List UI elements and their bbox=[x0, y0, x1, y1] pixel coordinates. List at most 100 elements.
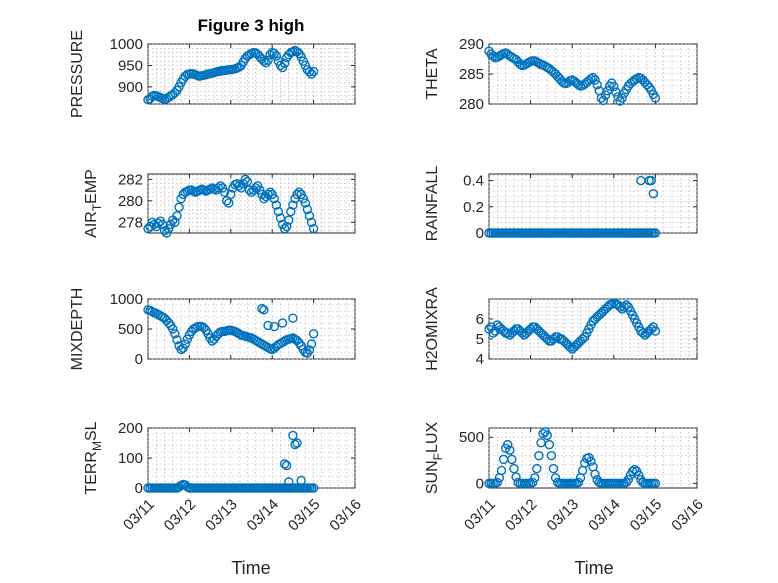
data-point bbox=[517, 328, 527, 338]
data-point bbox=[573, 477, 584, 488]
data-point bbox=[548, 463, 559, 474]
data-point bbox=[590, 75, 600, 85]
data-point bbox=[304, 67, 315, 77]
data-point bbox=[259, 305, 269, 315]
data-point bbox=[269, 321, 279, 332]
data-point bbox=[284, 215, 294, 225]
data-point bbox=[219, 187, 230, 197]
data-point bbox=[598, 95, 609, 106]
data-point bbox=[269, 48, 279, 59]
y-axis-label-tail: SL bbox=[83, 421, 100, 441]
data-point bbox=[292, 189, 302, 200]
data-point bbox=[308, 329, 319, 339]
data-point bbox=[284, 477, 294, 487]
data-point bbox=[623, 474, 634, 485]
data-point bbox=[296, 189, 306, 200]
data-point bbox=[496, 465, 507, 476]
y-tick-label: 290 bbox=[459, 36, 484, 53]
x-axis-label-left: Time bbox=[231, 558, 270, 578]
y-tick-label: 0.2 bbox=[463, 199, 484, 216]
data-point bbox=[265, 50, 275, 60]
subplot-air-temp: 278 280 282 AIRTEMP bbox=[83, 169, 356, 238]
data-point bbox=[253, 181, 263, 191]
data-point bbox=[242, 176, 253, 187]
data-point bbox=[609, 81, 619, 92]
data-point bbox=[172, 335, 182, 345]
data-point bbox=[302, 204, 313, 215]
data-point bbox=[174, 82, 184, 92]
data-point bbox=[174, 202, 184, 212]
data-point bbox=[308, 483, 319, 493]
data-point bbox=[176, 193, 186, 204]
subplot-h2omixra: 4 5 6 H2OMIXRA bbox=[424, 287, 698, 371]
data-point bbox=[263, 189, 273, 200]
data-point bbox=[532, 463, 542, 474]
y-axis-label: H2OMIXRA bbox=[424, 287, 441, 371]
data-point bbox=[503, 439, 513, 450]
axes-box bbox=[488, 173, 698, 234]
y-axis-label: AIRTEMP bbox=[83, 169, 104, 238]
y-tick-label: 1000 bbox=[110, 36, 143, 53]
y-axis-label-main: H2OMIXRA bbox=[424, 287, 441, 371]
figure-title: Figure 3 high bbox=[198, 16, 305, 35]
data-point bbox=[588, 72, 598, 83]
y-axis-label: THETA bbox=[424, 48, 441, 100]
data-point bbox=[263, 55, 273, 65]
y-tick-label: 280 bbox=[118, 193, 143, 210]
data-point bbox=[273, 56, 284, 66]
data-point bbox=[269, 193, 279, 204]
y-tick-label: 500 bbox=[459, 429, 484, 446]
y-axis-label-main: SUN bbox=[424, 460, 441, 494]
data-point bbox=[286, 206, 296, 217]
subplot-rainfall: 0 0.2 0.4 RAINFALL bbox=[424, 166, 698, 242]
data-point bbox=[650, 228, 661, 238]
data-point bbox=[527, 477, 538, 488]
data-point bbox=[298, 193, 308, 204]
data-point bbox=[281, 221, 292, 232]
data-point bbox=[213, 183, 224, 193]
data-point bbox=[224, 198, 234, 208]
y-tick-label: 278 bbox=[118, 214, 143, 231]
data-point bbox=[306, 339, 317, 349]
data-point bbox=[290, 439, 300, 450]
data-point bbox=[590, 469, 600, 479]
subplot-mixdepth: 0 500 1000 MIXDEPTH bbox=[69, 288, 356, 370]
data-point bbox=[221, 196, 232, 206]
data-point bbox=[650, 326, 661, 336]
data-point bbox=[277, 318, 288, 328]
y-tick-label: 900 bbox=[118, 79, 143, 96]
y-axis-label: RAINFALL bbox=[424, 166, 441, 242]
data-point bbox=[505, 445, 515, 455]
data-point bbox=[300, 198, 311, 208]
data-point bbox=[296, 475, 306, 486]
data-point bbox=[170, 329, 180, 339]
y-tick-label: 282 bbox=[118, 171, 143, 188]
data-point bbox=[530, 473, 540, 483]
data-point bbox=[217, 183, 228, 193]
data-point bbox=[507, 454, 517, 465]
data-point bbox=[288, 313, 298, 323]
data-point bbox=[546, 450, 557, 461]
data-point bbox=[492, 477, 503, 488]
data-point bbox=[650, 93, 661, 103]
data-point bbox=[263, 320, 273, 331]
data-point bbox=[617, 93, 627, 103]
data-point bbox=[226, 189, 236, 200]
data-point bbox=[306, 217, 317, 227]
y-axis-label-main: RAINFALL bbox=[424, 166, 441, 242]
data-point bbox=[565, 342, 575, 352]
data-point bbox=[265, 187, 275, 197]
data-point bbox=[511, 472, 521, 482]
data-point bbox=[288, 430, 298, 441]
data-point bbox=[306, 69, 317, 79]
data-point bbox=[298, 56, 308, 66]
y-tick-label: 5 bbox=[476, 331, 484, 348]
y-tick-label: 100 bbox=[118, 450, 143, 467]
data-point bbox=[153, 218, 164, 229]
data-point bbox=[509, 463, 519, 474]
y-tick-label: 0 bbox=[476, 475, 484, 492]
data-point bbox=[215, 181, 226, 191]
data-point bbox=[281, 460, 292, 471]
data-point bbox=[544, 439, 555, 450]
